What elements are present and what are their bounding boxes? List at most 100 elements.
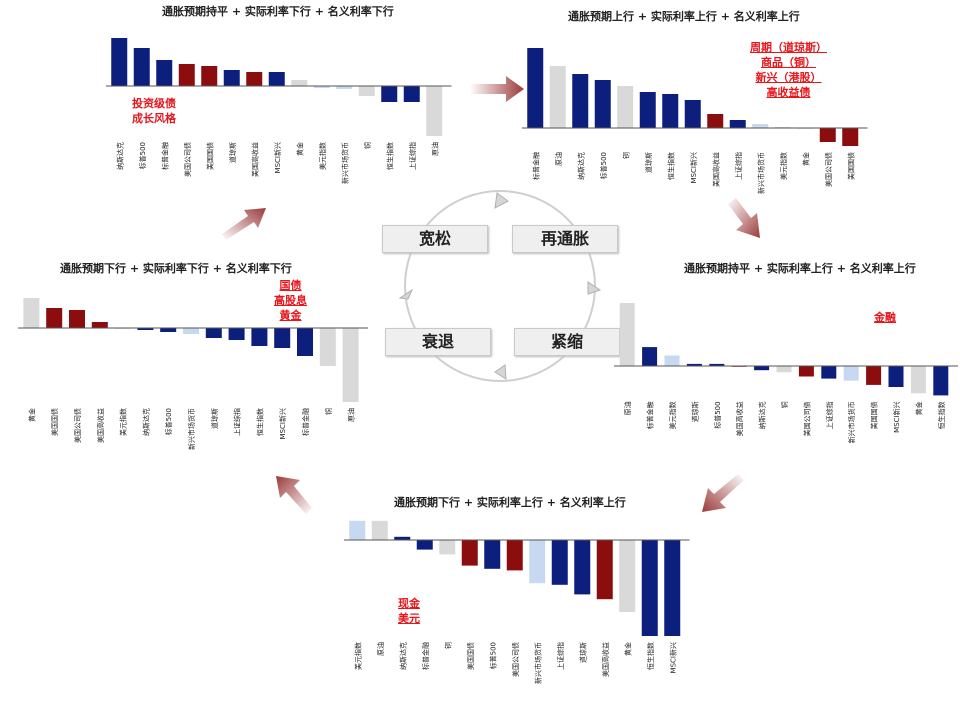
bar — [619, 540, 636, 612]
bar — [866, 366, 882, 385]
transition-arrow-upleft — [222, 208, 266, 240]
category-label: 原油 — [430, 142, 439, 156]
category-label: 标普500 — [138, 142, 147, 169]
callout-line: 金融 — [874, 311, 896, 324]
chart-title: 通胀预期下行 + 实际利率下行 + 名义利率下行 — [60, 262, 292, 275]
category-label: 标普500 — [488, 642, 497, 669]
category-label: 恒生指数 — [666, 152, 675, 180]
category-label: 原油 — [376, 642, 385, 656]
category-label: 铜 — [324, 408, 333, 415]
category-label: 新兴市场货币 — [533, 642, 542, 684]
category-label: 美元指数 — [318, 142, 327, 170]
category-label: 道琼斯 — [228, 142, 237, 163]
bar — [336, 86, 353, 89]
bar — [819, 128, 836, 142]
transition-arrow-bottom — [702, 474, 744, 512]
category-label: MSCI新兴 — [668, 642, 677, 673]
chart-top-right: 通胀预期上行 + 实际利率上行 + 名义利率上行 标普金融 原油 纳斯达克 标普500… — [518, 0, 878, 210]
bar — [729, 120, 746, 128]
category-label: 上证综指 — [233, 408, 242, 436]
category-label: 黄金 — [27, 408, 36, 422]
bar — [664, 540, 681, 636]
bar — [484, 540, 501, 569]
bar — [549, 66, 566, 128]
category-label: 恒生指数 — [255, 408, 264, 436]
chart-title: 通胀预期下行 + 实际利率上行 + 名义利率上行 — [394, 496, 626, 509]
category-label: 恒生指数 — [646, 642, 655, 670]
category-label: 美国公司债 — [511, 642, 520, 677]
bar — [201, 66, 218, 86]
category-label: 纳斯达克 — [576, 152, 585, 180]
bar — [527, 48, 544, 128]
bar — [461, 540, 478, 566]
callout-line: 美元 — [398, 612, 420, 625]
category-label: 纳斯达克 — [115, 142, 124, 170]
category-label: 新兴市场货币 — [187, 408, 196, 450]
bar — [319, 328, 336, 366]
category-label: 原油 — [347, 408, 356, 422]
category-label: 标普金融 — [421, 642, 430, 670]
bar — [506, 540, 523, 571]
chart-callout: 周期（道琼斯） 商品（铜） 新兴（港股） 高收益债 — [750, 40, 827, 100]
bar — [639, 92, 656, 128]
category-label: 美元指数 — [668, 401, 677, 429]
chart-title: 通胀预期持平 + 实际利率下行 + 名义利率下行 — [162, 5, 394, 18]
bar — [251, 328, 268, 346]
category-label: 美国高收益 — [96, 408, 105, 443]
category-label: 道琼斯 — [578, 642, 587, 663]
category-label: 美国公司债 — [824, 152, 833, 187]
cycle-circle — [404, 190, 596, 382]
bar — [137, 328, 154, 330]
callout-line: 国债 — [279, 279, 302, 292]
bar — [371, 520, 388, 540]
bar — [133, 48, 150, 86]
bar — [888, 366, 904, 387]
category-label: 美国公司债 — [73, 408, 82, 443]
bar — [111, 38, 128, 86]
category-label: 纳斯达克 — [398, 642, 407, 670]
transition-arrow-left — [276, 476, 312, 514]
callout-line: 周期（道琼斯） — [750, 41, 827, 54]
bar — [403, 86, 420, 102]
category-label: 美国国债 — [870, 401, 879, 429]
chart-callout: 投资级债 成长风格 — [132, 96, 176, 126]
category-label: 新兴市场货币 — [340, 142, 349, 184]
chart-title: 通胀预期上行 + 实际利率上行 + 名义利率上行 — [568, 10, 800, 23]
category-label: 美国公司债 — [802, 401, 811, 436]
category-label: 黄金 — [295, 142, 304, 156]
chart-callout: 国债 高股息 黄金 — [274, 278, 307, 323]
callout-line: 高股息 — [274, 294, 307, 307]
bar — [551, 540, 568, 585]
bar — [156, 60, 173, 86]
callout-line: 现金 — [398, 597, 420, 610]
bar — [183, 328, 199, 334]
chart-svg: 美元指数 原油 纳斯达克 标普金融 铜 美国国债 标普500 美国公司债 新兴市场货币 上证综指 道… — [344, 520, 690, 684]
bar — [664, 355, 680, 366]
chart-svg: 原油 标普金融 美元指数 道琼斯 标普500 美国高收益 纳斯达克 铜 美国公司债 上证综指 新兴市… — [614, 303, 958, 443]
cycle-arrow-top — [494, 192, 509, 209]
bar — [416, 540, 433, 550]
bar — [69, 310, 85, 328]
category-label: 标普500 — [599, 152, 608, 179]
category-label: 上证综指 — [825, 401, 834, 429]
cycle-arrow-bottom — [494, 364, 507, 380]
bar — [933, 366, 949, 396]
bar — [426, 86, 443, 136]
category-label: 原油 — [554, 152, 563, 166]
category-label: 标普金融 — [646, 401, 655, 429]
cycle-arrow-left — [398, 288, 414, 300]
category-label: 恒生指数 — [937, 401, 946, 429]
category-label: 标普金融 — [301, 408, 310, 436]
category-label: MSCI新兴 — [273, 142, 282, 173]
bar — [228, 328, 245, 340]
bar — [394, 536, 411, 540]
bar — [642, 347, 658, 366]
category-label: 新兴市场货币 — [756, 152, 765, 194]
category-label: 美国高收益 — [601, 642, 610, 677]
category-label: 纳斯达克 — [141, 408, 150, 436]
category-label: 美国国债 — [205, 142, 214, 170]
chart-mid-left: 通胀预期下行 + 实际利率下行 + 名义利率下行 黄金 美国国债 美国公司债 美国高收… — [14, 256, 374, 466]
bar — [381, 86, 398, 102]
category-label: 黄金 — [623, 642, 632, 656]
